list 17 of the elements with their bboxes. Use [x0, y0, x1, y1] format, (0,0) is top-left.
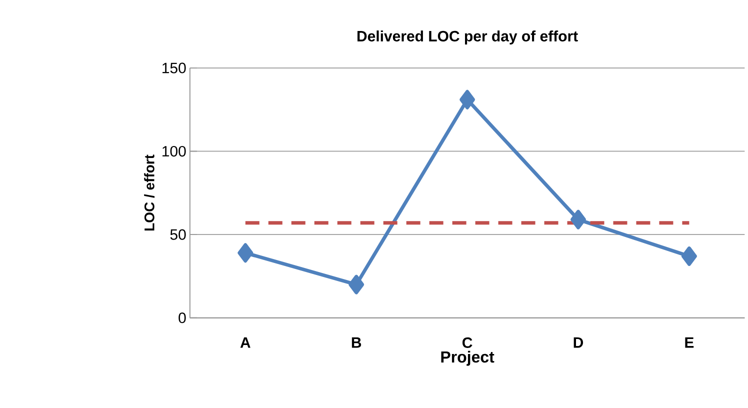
chart-title: Delivered LOC per day of effort	[357, 30, 578, 45]
point	[238, 243, 254, 263]
x-tick-label: C	[462, 337, 472, 348]
x-tick-label: D	[574, 337, 584, 348]
x-tick-label: E	[685, 337, 694, 348]
x-axis-title: Project	[441, 350, 494, 366]
point	[460, 90, 476, 110]
point	[681, 246, 697, 266]
y-tick-label: 150	[162, 62, 186, 74]
y-tick-label: 100	[162, 146, 186, 157]
x-tick-label: B	[352, 337, 362, 348]
y-tick-label: 0	[178, 312, 186, 324]
y-tick-label: 50	[170, 229, 186, 240]
point	[348, 274, 364, 294]
point	[570, 210, 586, 230]
x-tick-label: A	[240, 337, 250, 348]
y-axis-title: LOC / effort	[144, 154, 155, 231]
